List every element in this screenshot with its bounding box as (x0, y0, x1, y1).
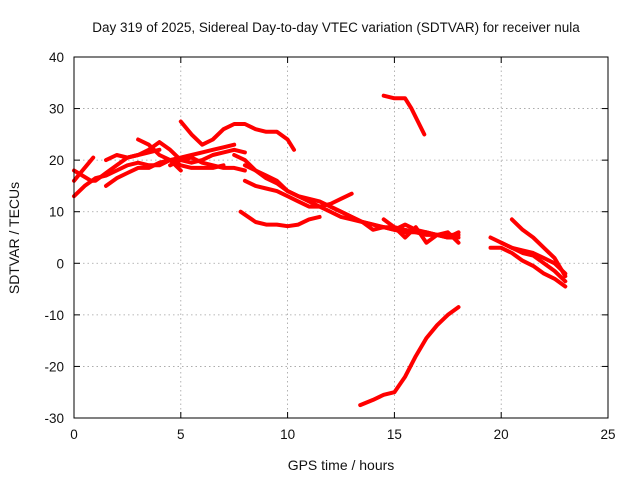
y-axis-label: SDTVAR / TECUs (6, 182, 22, 294)
series-arc-3 (72, 155, 96, 183)
y-tick-label: 10 (49, 205, 64, 220)
x-tick-label: 0 (70, 427, 78, 442)
x-tick-label: 20 (494, 427, 509, 442)
x-axis-label: GPS time / hours (288, 457, 395, 473)
x-tick-label: 5 (177, 427, 185, 442)
series-arc-15 (381, 93, 427, 137)
series-arc-20 (499, 240, 568, 276)
y-tick-label: 0 (56, 256, 64, 271)
y-tick-label: 40 (49, 50, 64, 65)
data-series (72, 93, 568, 408)
x-tick-label: 10 (280, 427, 295, 442)
series-arc-16 (358, 305, 461, 408)
series-arc-4 (104, 158, 226, 188)
y-tick-label: -10 (44, 308, 64, 323)
series-arc-19 (509, 217, 568, 279)
grid-lines (74, 57, 608, 418)
axis-ticks: 0 5 10 15 20 25 -30 -20 -10 0 10 20 30 40 (44, 50, 615, 442)
plot-frame (73, 56, 609, 419)
series-arc-11 (242, 178, 354, 209)
series-arc-8 (178, 119, 296, 152)
x-tick-label: 25 (600, 427, 615, 442)
y-tick-label: 30 (49, 102, 64, 117)
y-tick-label: 20 (49, 153, 64, 168)
series-arc-18 (488, 245, 568, 289)
chart-title: Day 319 of 2025, Sidereal Day-to-day VTE… (92, 20, 580, 35)
series-arc-14 (381, 217, 461, 245)
series-arc-12 (238, 209, 322, 229)
series-arc-7 (168, 155, 247, 173)
series-arc-5 (104, 140, 247, 165)
x-tick-label: 15 (387, 427, 402, 442)
y-tick-label: -20 (44, 359, 64, 374)
y-tick-label: -30 (44, 411, 64, 426)
